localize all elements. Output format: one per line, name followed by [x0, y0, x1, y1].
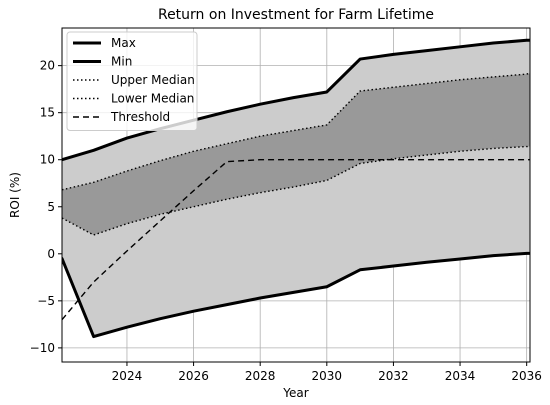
- y-tick-label: 20: [40, 59, 55, 73]
- series-line-lower-median: [62, 145, 530, 236]
- x-axis-label: Year: [282, 386, 308, 400]
- y-tick-label: −5: [37, 294, 55, 308]
- x-tick-label: 2034: [445, 369, 476, 383]
- series-line-upper-median: [62, 72, 530, 191]
- x-tick-label: 2032: [378, 369, 409, 383]
- y-tick-label: 0: [47, 247, 55, 261]
- legend-label: Threshold: [110, 110, 170, 124]
- series-layer: [62, 38, 530, 339]
- x-tick-label: 2028: [245, 369, 276, 383]
- series-line-min: [62, 251, 530, 339]
- legend-label: Upper Median: [111, 73, 195, 87]
- x-tick-label: 2030: [312, 369, 343, 383]
- y-axis-label: ROI (%): [8, 172, 22, 218]
- x-axis: 2024 2026 2028 2030 2032 2034 2036: [112, 362, 542, 383]
- x-tick-label: 2026: [178, 369, 209, 383]
- series-line-threshold: [62, 159, 530, 321]
- plot-frame: [61, 27, 531, 363]
- legend-label: Max: [111, 36, 136, 50]
- legend: Max Min Upper Median Lower Median Threshold: [66, 31, 198, 131]
- median-range-band: [62, 73, 530, 235]
- y-axis: −10 −5 0 5 10 15 20: [30, 59, 62, 355]
- legend-box: [66, 31, 198, 131]
- x-tick-label: 2024: [112, 369, 143, 383]
- y-tick-label: 15: [40, 106, 55, 120]
- chart-title: Return on Investment for Farm Lifetime: [158, 7, 434, 23]
- y-tick-label: 10: [40, 153, 55, 167]
- y-tick-label: −10: [30, 341, 55, 355]
- series-line-max: [62, 38, 530, 162]
- legend-label: Lower Median: [111, 92, 194, 106]
- legend-label: Min: [111, 55, 132, 69]
- x-tick-label: 2036: [511, 369, 542, 383]
- y-tick-label: 5: [47, 200, 55, 214]
